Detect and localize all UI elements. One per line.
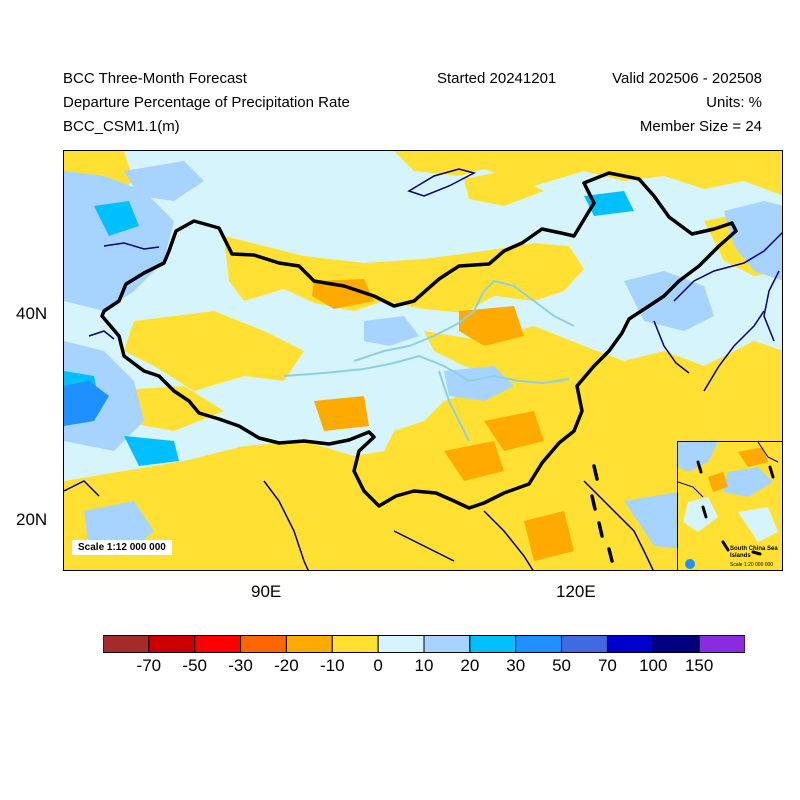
- legend-label: 50: [552, 656, 572, 675]
- start-date: Started 20241201: [437, 70, 557, 87]
- legend-label: 70: [597, 656, 617, 675]
- legend-swatch: [331, 635, 379, 653]
- lat-label-40n: 40N: [16, 304, 48, 323]
- lat-label-20n: 20N: [16, 510, 48, 529]
- legend-swatch: [240, 635, 287, 653]
- model-name: BCC_CSM1.1(m): [63, 118, 180, 135]
- legend-label: 100: [639, 656, 668, 675]
- coastlines: [64, 168, 782, 570]
- map-scale-label: Scale 1:12 000 000: [72, 540, 172, 555]
- legend-swatch: [698, 635, 745, 653]
- valid-period: Valid 202506 - 202508: [612, 70, 762, 87]
- precipitation-map: [64, 151, 782, 570]
- dash-line: [590, 464, 614, 563]
- legend-swatch: [423, 635, 471, 653]
- legend-swatch: [285, 635, 333, 653]
- legend-swatch: [103, 635, 150, 653]
- inset-map: South China Sea Islands Scale 1:20 000 0…: [677, 441, 782, 570]
- legend-label: -20: [274, 656, 299, 675]
- legend-swatch: [561, 635, 608, 653]
- china-border: [100, 171, 738, 510]
- map-title: BCC Three-Month Forecast: [63, 70, 247, 87]
- inset-title: South China Sea Islands: [730, 546, 778, 559]
- legend-label: 20: [460, 656, 480, 675]
- anomaly-plus30-regions: [64, 381, 109, 426]
- legend-swatch: [148, 635, 196, 653]
- lon-label-120e: 120E: [556, 582, 596, 601]
- units-label: Units: %: [706, 94, 762, 111]
- legend-label: -50: [182, 656, 207, 675]
- lon-label-90e: 90E: [251, 582, 282, 601]
- legend-swatch: [194, 635, 242, 653]
- legend-swatch: [515, 635, 563, 653]
- rivers: [283, 279, 575, 442]
- legend-swatch: [606, 635, 654, 653]
- legend-label: 30: [506, 656, 526, 675]
- legend-swatch: [469, 635, 517, 653]
- legend-label: 10: [414, 656, 434, 675]
- legend-label: 0: [373, 656, 383, 675]
- legend-swatch: [377, 635, 425, 653]
- anomaly-minus20-regions: [312, 279, 574, 561]
- legend-label: -10: [319, 656, 345, 675]
- legend-swatch: [652, 635, 700, 653]
- color-legend: [103, 635, 745, 653]
- inset-scale: Scale 1:20 000 000: [730, 562, 774, 568]
- legend-label: -30: [228, 656, 253, 675]
- member-size: Member Size = 24: [639, 118, 762, 135]
- map-panel: South China Sea Islands Scale 1:20 000 0…: [63, 150, 783, 571]
- legend-label: 150: [684, 656, 714, 675]
- map-subtitle: Departure Percentage of Precipitation Ra…: [63, 94, 350, 111]
- legend-label: -70: [136, 656, 162, 675]
